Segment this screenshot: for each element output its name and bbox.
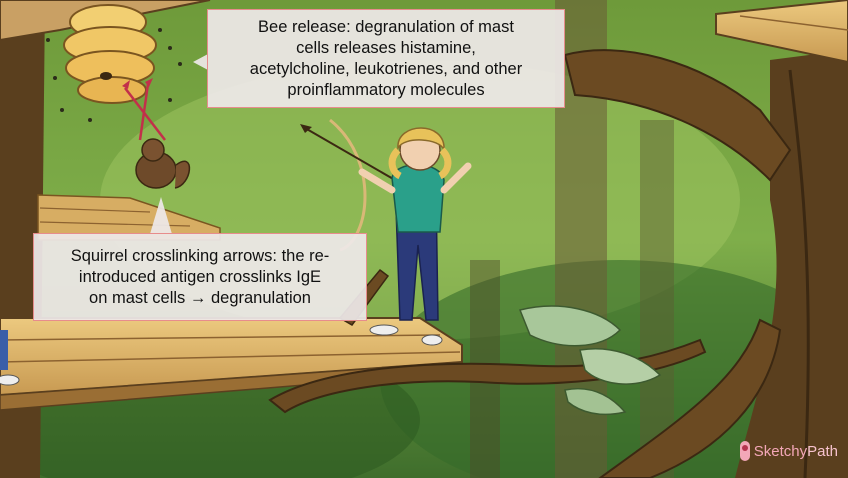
callout-line: Bee release: degranulation of mast	[258, 17, 514, 36]
callout-line: acetylcholine, leukotrienes, and other	[249, 59, 523, 78]
squirrel	[122, 78, 191, 189]
bee-callout-pointer	[193, 54, 208, 70]
upper-platform	[715, 0, 848, 64]
partial-person	[0, 330, 20, 386]
archer-girl	[300, 118, 472, 346]
callout-line: introduced antigen crosslinks IgE	[78, 267, 322, 286]
callout-line: on mast cells → degranulation	[89, 288, 311, 307]
bees	[46, 28, 182, 122]
beehive	[63, 4, 157, 104]
bee-release-callout: Bee release: degranulation of mast cells…	[207, 9, 565, 108]
callout-line: proinflammatory molecules	[287, 80, 485, 99]
lower-branch	[598, 318, 782, 478]
callout-line: Squirrel crosslinking arrows: the re-	[70, 246, 330, 265]
upper-branch	[563, 49, 792, 182]
logo-text: SketchyPath	[753, 442, 838, 460]
logo-icon	[739, 441, 750, 461]
squirrel-callout-pointer	[150, 197, 172, 234]
callout-line: cells releases histamine,	[296, 38, 476, 57]
sketchypath-logo: SketchyPath	[739, 440, 838, 462]
squirrel-crosslinking-callout: Squirrel crosslinking arrows: the re- in…	[33, 233, 367, 321]
